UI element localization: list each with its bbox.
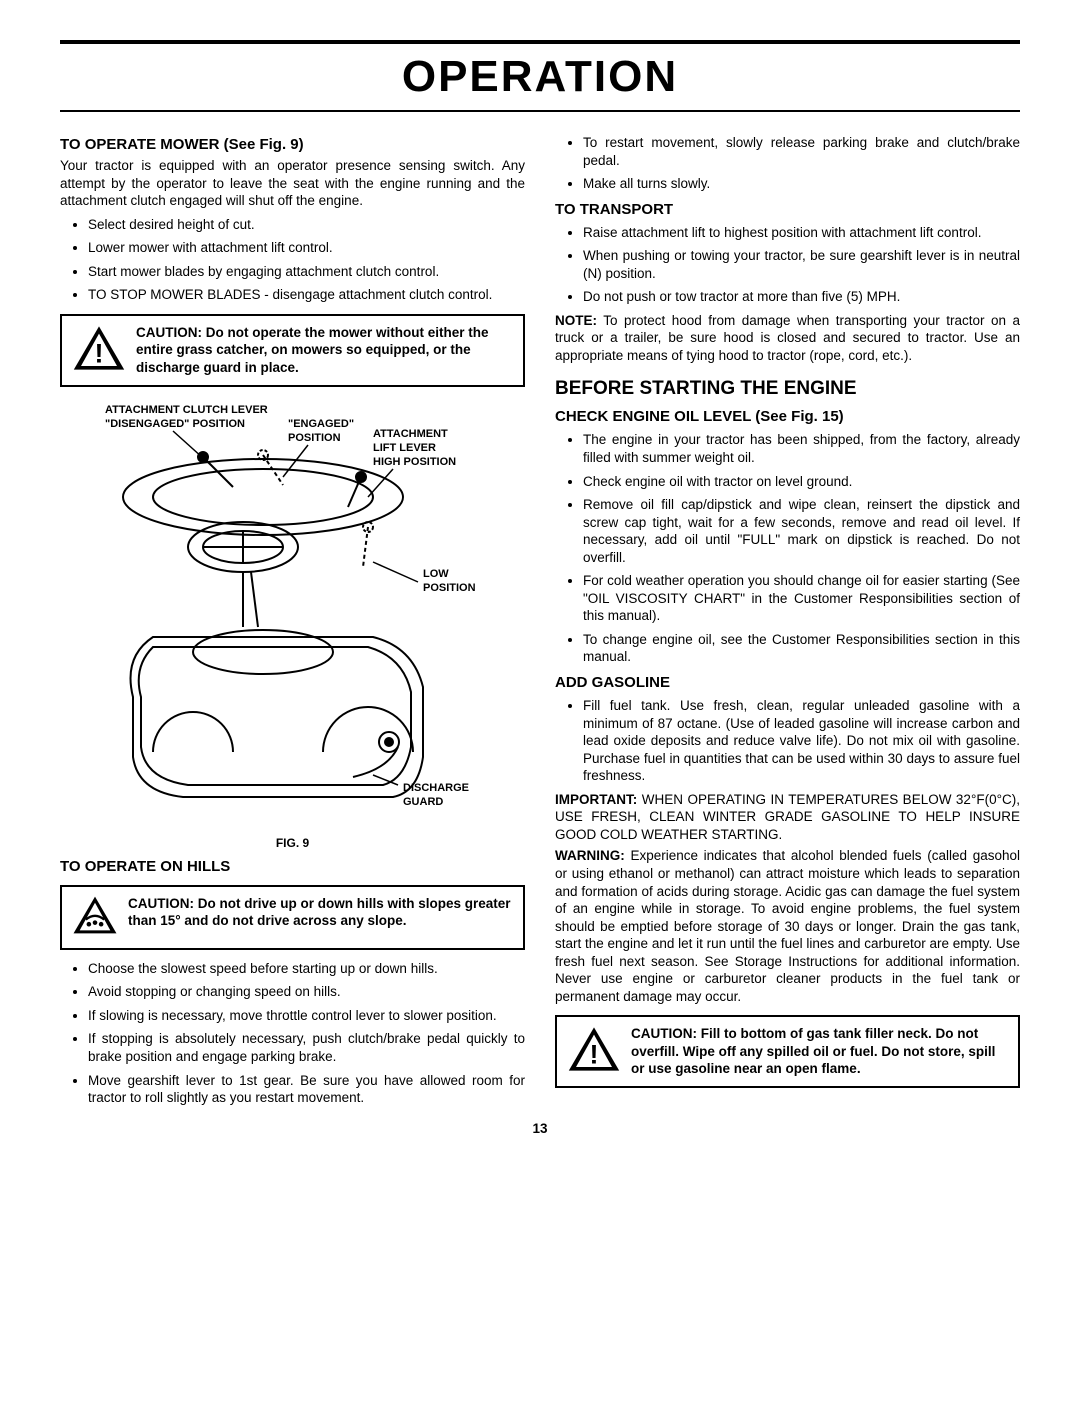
fig9-annot-engaged-b: POSITION <box>288 432 341 444</box>
warning-label: WARNING: <box>555 848 625 863</box>
heading-add-gasoline: ADD GASOLINE <box>555 674 1020 691</box>
warning-paragraph: WARNING: Experience indicates that alcoh… <box>555 847 1020 1005</box>
caution-mower: ! CAUTION: Do not operate the mower with… <box>60 314 525 387</box>
list-item: Choose the slowest speed before starting… <box>88 960 525 978</box>
mower-intro: Your tractor is equipped with an operato… <box>60 157 525 210</box>
list-item: To restart movement, slowly release park… <box>583 134 1020 169</box>
fig9-annot-lift-a: ATTACHMENT <box>373 428 448 440</box>
list-item: To change engine oil, see the Customer R… <box>583 631 1020 666</box>
list-item: For cold weather operation you should ch… <box>583 572 1020 625</box>
top-rule <box>60 40 1020 44</box>
oil-list: The engine in your tractor has been ship… <box>555 431 1020 666</box>
caution-hills: CAUTION: Do not drive up or down hills w… <box>60 885 525 950</box>
list-item: The engine in your tractor has been ship… <box>583 431 1020 466</box>
important-paragraph: IMPORTANT: WHEN OPERATING IN TEMPERATURE… <box>555 791 1020 844</box>
page-title: OPERATION <box>60 52 1020 102</box>
gas-list: Fill fuel tank. Use fresh, clean, regula… <box>555 697 1020 785</box>
svg-text:!: ! <box>95 338 104 368</box>
warning-triangle-icon: ! <box>72 324 126 377</box>
list-item: Check engine oil with tractor on level g… <box>583 473 1020 491</box>
right-column: To restart movement, slowly release park… <box>555 128 1020 1113</box>
warning-text: Experience indicates that alcohol blende… <box>555 848 1020 1003</box>
list-item: If stopping is absolutely necessary, pus… <box>88 1030 525 1065</box>
svg-text:!: ! <box>590 1040 599 1070</box>
caution-text: CAUTION: Fill to bottom of gas tank fill… <box>631 1025 1008 1078</box>
content-columns: TO OPERATE MOWER (See Fig. 9) Your tract… <box>60 128 1020 1113</box>
transport-list: Raise attachment lift to highest positio… <box>555 224 1020 306</box>
fig9-annot-clutch-b: "DISENGAGED" POSITION <box>105 418 245 430</box>
caution-gasoline: ! CAUTION: Fill to bottom of gas tank fi… <box>555 1015 1020 1088</box>
mower-list: Select desired height of cut. Lower mowe… <box>60 216 525 304</box>
fig9-annot-clutch-a: ATTACHMENT CLUTCH LEVER <box>105 404 268 416</box>
heading-check-oil: CHECK ENGINE OIL LEVEL (See Fig. 15) <box>555 408 1020 425</box>
heading-before-starting: BEFORE STARTING THE ENGINE <box>555 378 1020 400</box>
caution-text: CAUTION: Do not drive up or down hills w… <box>128 895 513 930</box>
list-item: Raise attachment lift to highest positio… <box>583 224 1020 242</box>
heading-transport: TO TRANSPORT <box>555 201 1020 218</box>
note-label: NOTE: <box>555 313 597 328</box>
list-item: Move gearshift lever to 1st gear. Be sur… <box>88 1072 525 1107</box>
heading-hills: TO OPERATE ON HILLS <box>60 858 525 875</box>
list-item: Avoid stopping or changing speed on hill… <box>88 983 525 1001</box>
list-item: When pushing or towing your tractor, be … <box>583 247 1020 282</box>
page-number: 13 <box>60 1121 1020 1136</box>
heading-operate-mower: TO OPERATE MOWER (See Fig. 9) <box>60 136 525 153</box>
restart-list: To restart movement, slowly release park… <box>555 134 1020 193</box>
fig9-annot-engaged-a: "ENGAGED" <box>288 418 354 430</box>
left-column: TO OPERATE MOWER (See Fig. 9) Your tract… <box>60 128 525 1113</box>
warning-triangle-icon <box>72 895 118 940</box>
fig9-label: FIG. 9 <box>60 836 525 850</box>
list-item: If slowing is necessary, move throttle c… <box>88 1007 525 1025</box>
transport-note: NOTE: To protect hood from damage when t… <box>555 312 1020 365</box>
hills-list: Choose the slowest speed before starting… <box>60 960 525 1107</box>
warning-triangle-icon: ! <box>567 1025 621 1078</box>
list-item: Fill fuel tank. Use fresh, clean, regula… <box>583 697 1020 785</box>
note-text: To protect hood from damage when transpo… <box>555 313 1020 363</box>
list-item: Start mower blades by engaging attachmen… <box>88 263 525 281</box>
list-item: Remove oil fill cap/dipstick and wipe cl… <box>583 496 1020 566</box>
fig9-annot-lift-c: HIGH POSITION <box>373 456 456 468</box>
list-item: Select desired height of cut. <box>88 216 525 234</box>
list-item: TO STOP MOWER BLADES - disengage attachm… <box>88 286 525 304</box>
fig9-annot-lift-b: LIFT LEVER <box>373 442 436 454</box>
fig9-annot-low-b: POSITION <box>423 582 476 594</box>
important-label: IMPORTANT: <box>555 792 637 807</box>
list-item: Lower mower with attachment lift control… <box>88 239 525 257</box>
list-item: Make all turns slowly. <box>583 175 1020 193</box>
title-underline <box>60 110 1020 112</box>
caution-text: CAUTION: Do not operate the mower withou… <box>136 324 513 377</box>
fig9-annot-low-a: LOW <box>423 568 449 580</box>
figure-9: ATTACHMENT CLUTCH LEVER "DISENGAGED" POS… <box>60 397 525 850</box>
list-item: Do not push or tow tractor at more than … <box>583 288 1020 306</box>
fig9-annot-discharge-b: GUARD <box>403 796 443 808</box>
